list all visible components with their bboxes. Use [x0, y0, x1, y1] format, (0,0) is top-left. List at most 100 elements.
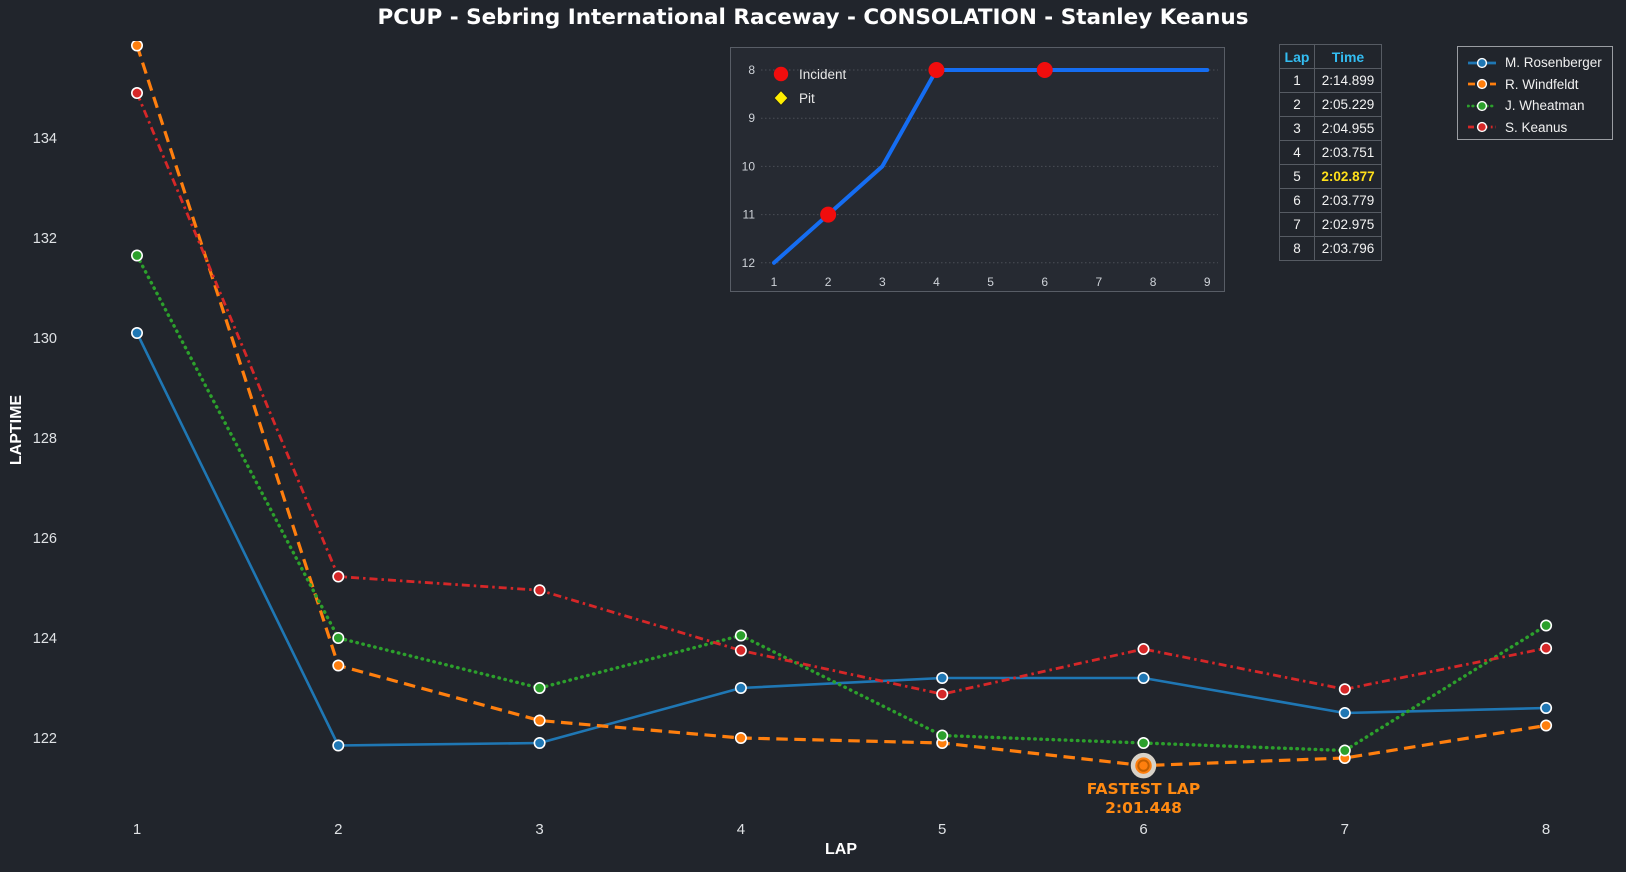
- legend-line-icon: [1467, 100, 1497, 111]
- lap-time-cell: 2:03.796: [1314, 236, 1382, 261]
- pit-legend-icon: [773, 89, 789, 107]
- data-point-marker: [1338, 706, 1351, 719]
- series-line-m-rosenberger: [135, 332, 1547, 747]
- data-point-marker: [332, 631, 345, 644]
- position-inset-panel: 8 9 10 11 12 1 2 3 4 5 6 7 8 9 Incident Pit: [730, 47, 1225, 292]
- inset-y-tick-label: 10: [742, 159, 756, 173]
- table-row: 4 2:03.751: [1279, 140, 1382, 165]
- data-point-marker: [734, 731, 747, 744]
- inset-x-tick-label: 5: [987, 275, 994, 289]
- legend-item-label: S. Keanus: [1505, 119, 1568, 135]
- data-point-marker: [131, 41, 143, 52]
- data-point-marker: [131, 87, 144, 100]
- incident-marker: [928, 62, 945, 78]
- data-point-marker: [533, 584, 546, 597]
- y-tick-label: 126: [33, 531, 57, 547]
- data-point-marker: [1540, 719, 1553, 732]
- data-point-marker: [332, 570, 345, 583]
- data-point-marker: [332, 739, 345, 752]
- data-point-marker: [131, 326, 144, 339]
- table-row: 2 2:05.229: [1279, 92, 1382, 117]
- lap-time-cell: 2:04.955: [1314, 116, 1382, 141]
- fastest-lap-marker-core: [1137, 759, 1150, 772]
- data-point-marker: [533, 736, 546, 749]
- series-legend: M. Rosenberger R. Windfeldt J. Wheatman S. …: [1457, 46, 1613, 140]
- data-point-marker: [1540, 701, 1553, 714]
- inset-x-tick-label: 2: [825, 275, 832, 289]
- fastest-lap-label: FASTEST LAP: [1087, 780, 1201, 798]
- legend-item-label: R. Windfeldt: [1505, 76, 1579, 92]
- x-tick-label: 3: [535, 821, 543, 838]
- fastest-lap-time: 2:01.448: [1105, 799, 1182, 817]
- incident-marker: [1036, 62, 1053, 78]
- series-line-s-keanus: [135, 92, 1547, 696]
- laptime-table: Lap Time 1 2:14.899 2 2:05.229 3 2:04.955 4 2:0…: [1279, 44, 1382, 261]
- table-row: 8 2:03.796: [1279, 236, 1382, 261]
- data-point-marker: [533, 714, 546, 727]
- lap-column-header: Lap: [1279, 44, 1315, 69]
- table-row: 1 2:14.899: [1279, 68, 1382, 93]
- lap-number-cell: 6: [1279, 188, 1315, 213]
- data-point-marker: [734, 644, 747, 657]
- position-line: [772, 68, 1210, 265]
- y-tick-label: 130: [33, 331, 57, 347]
- lap-number-cell: 4: [1279, 140, 1315, 165]
- lap-time-cell: 2:03.779: [1314, 188, 1382, 213]
- data-point-marker: [936, 729, 949, 742]
- table-row: 7 2:02.975: [1279, 212, 1382, 237]
- legend-line-icon: [1468, 122, 1496, 133]
- lap-number-cell: 2: [1279, 92, 1315, 117]
- inset-x-tick-label: 8: [1150, 275, 1157, 289]
- y-tick-label: 122: [33, 731, 57, 747]
- table-row: 5 2:02.877: [1279, 164, 1382, 189]
- data-point-marker: [734, 681, 747, 694]
- lap-number-cell: 7: [1279, 212, 1315, 237]
- incident-marker: [820, 206, 837, 223]
- data-point-marker: [936, 671, 949, 684]
- plot-area: [131, 41, 1553, 768]
- x-tick-labels: 1 2 3 4 5 6 7 8: [133, 821, 1550, 838]
- x-tick-label: 6: [1139, 821, 1147, 838]
- fastest-lap-time-cell: 2:02.877: [1314, 164, 1382, 189]
- legend-item-m-rosenberger: M. Rosenberger: [1467, 52, 1612, 74]
- lap-number-cell: 3: [1279, 116, 1315, 141]
- series-line-j-wheatman: [135, 253, 1548, 753]
- data-point-marker: [1338, 744, 1351, 757]
- data-point-marker: [1137, 643, 1150, 656]
- laptime-table-wrap: Lap Time 1 2:14.899 2 2:05.229 3 2:04.955 4 2:0…: [1279, 44, 1382, 261]
- y-tick-label: 124: [33, 631, 57, 647]
- data-point-marker: [1540, 642, 1553, 655]
- table-row: 3 2:04.955: [1279, 116, 1382, 141]
- x-tick-label: 8: [1542, 821, 1550, 838]
- lap-time-cell: 2:14.899: [1314, 68, 1382, 93]
- lap-number-cell: 5: [1279, 164, 1315, 189]
- x-tick-label: 1: [133, 821, 141, 838]
- lap-time-cell: 2:02.975: [1314, 212, 1382, 237]
- table-header-row: Lap Time: [1279, 44, 1382, 69]
- pit-legend-label: Pit: [799, 91, 815, 106]
- inset-y-tick-label: 9: [748, 111, 755, 125]
- inset-x-tick-label: 7: [1096, 275, 1103, 289]
- lap-number-cell: 1: [1279, 68, 1315, 93]
- inset-x-tick-label: 9: [1204, 275, 1211, 289]
- data-point-marker: [332, 659, 345, 672]
- x-axis-label: LAP: [825, 841, 857, 858]
- inset-y-tick-label: 8: [748, 63, 755, 77]
- time-column-header: Time: [1314, 44, 1382, 69]
- legend-item-label: J. Wheatman: [1505, 98, 1585, 114]
- inset-x-tick-label: 6: [1041, 275, 1048, 289]
- inset-x-tick-label: 4: [933, 275, 940, 289]
- data-point-marker: [131, 249, 144, 262]
- data-point-marker: [1338, 683, 1351, 696]
- legend-item-j-wheatman: J. Wheatman: [1467, 95, 1612, 117]
- inset-y-tick-label: 11: [743, 208, 756, 222]
- data-point-marker: [734, 629, 747, 642]
- series-line-r-windfeldt: [135, 45, 1547, 768]
- data-point-marker: [1137, 671, 1150, 684]
- x-tick-label: 2: [334, 821, 342, 838]
- inset-x-tick-label: 3: [879, 275, 886, 289]
- lap-time-cell: 2:03.751: [1314, 140, 1382, 165]
- inset-legend: Incident Pit: [773, 66, 847, 107]
